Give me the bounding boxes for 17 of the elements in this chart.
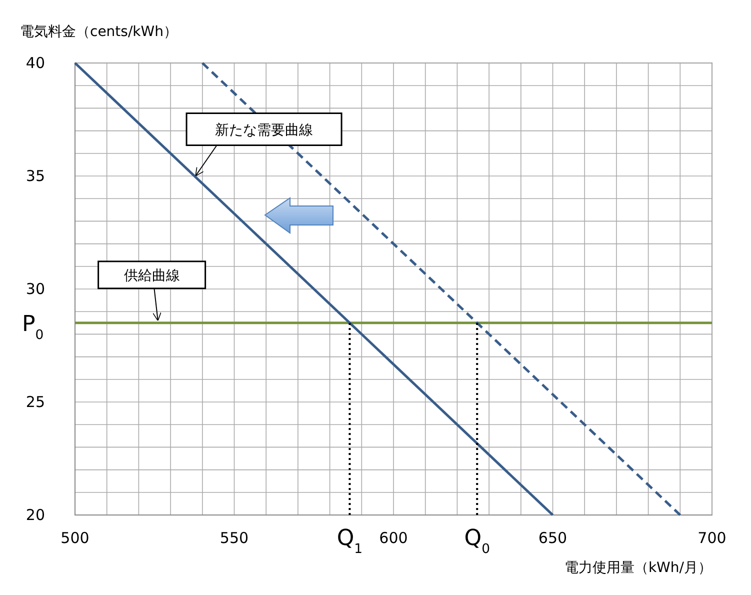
- annotation: 新たな需要曲線: [215, 122, 314, 138]
- x-tick-label: 600: [379, 529, 408, 547]
- y-tick-label: 30: [26, 280, 45, 298]
- y-tick-label: 25: [26, 393, 45, 411]
- annotation: Q$_{1}$: [336, 526, 363, 556]
- annotation: 供給曲線: [124, 268, 180, 284]
- y-axis-title: 電気料金（cents/kWh）: [20, 24, 178, 40]
- x-axis-title: 電力使用量（kWh/月）: [564, 560, 712, 576]
- x-tick-label: 700: [698, 529, 726, 547]
- y-tick-label: 40: [26, 54, 45, 72]
- x-tick-label: 650: [538, 529, 568, 547]
- y-tick-label: 35: [26, 167, 45, 185]
- y-tick-label: 20: [26, 506, 45, 524]
- x-tick-label: 500: [60, 529, 90, 547]
- x-tick-label: 550: [220, 529, 249, 547]
- ref-line-label: P$_{0}$: [22, 312, 44, 342]
- annotation: Q$_{0}$: [464, 526, 490, 556]
